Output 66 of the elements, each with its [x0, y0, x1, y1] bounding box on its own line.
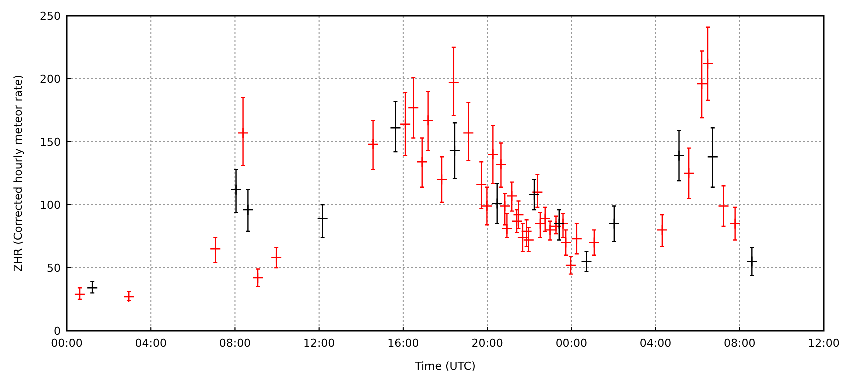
point — [707, 152, 719, 163]
point — [718, 200, 730, 212]
point — [746, 256, 758, 268]
point — [463, 128, 474, 139]
point — [123, 291, 135, 303]
x-tick-label: 08:00 — [219, 337, 252, 350]
point — [368, 138, 379, 150]
x-tick-label: 16:00 — [388, 337, 420, 350]
point — [565, 260, 577, 272]
point — [532, 186, 544, 198]
y-tick-label: 200 — [40, 73, 61, 86]
point — [476, 179, 488, 190]
point — [492, 198, 503, 210]
point — [513, 209, 524, 221]
point — [696, 78, 708, 90]
point — [540, 213, 551, 224]
point — [230, 184, 242, 196]
point — [422, 114, 434, 126]
point — [674, 150, 685, 162]
point — [588, 237, 600, 248]
point — [496, 159, 507, 170]
x-tick-label: 00:00 — [51, 337, 83, 350]
point — [528, 189, 540, 201]
x-tick-label: 08:00 — [724, 337, 756, 350]
point — [448, 77, 460, 88]
point — [400, 118, 412, 130]
x-tick-label: 12:00 — [808, 337, 840, 350]
point — [554, 218, 565, 230]
point — [86, 282, 98, 294]
point — [581, 256, 592, 268]
point — [390, 122, 402, 134]
point — [416, 156, 428, 168]
y-tick-label: 250 — [40, 10, 61, 23]
x-axis-title: Time (UTC) — [414, 360, 476, 373]
point — [242, 204, 254, 216]
x-tick-label: 20:00 — [472, 337, 504, 350]
point — [238, 128, 249, 139]
point — [656, 224, 668, 236]
x-tick-label: 12:00 — [303, 337, 336, 350]
point — [608, 218, 620, 230]
y-axis-title: ZHR (Corrected hourly meteor rate) — [12, 75, 25, 272]
point — [730, 218, 741, 230]
y-tick-label: 50 — [47, 262, 61, 275]
point — [436, 174, 448, 186]
x-tick-label: 04:00 — [640, 337, 672, 350]
point — [210, 244, 222, 255]
point — [499, 200, 511, 212]
y-tick-label: 0 — [54, 325, 61, 338]
point — [449, 145, 461, 156]
point — [560, 237, 572, 248]
point — [74, 288, 86, 300]
y-tick-label: 150 — [40, 136, 61, 149]
point — [683, 168, 695, 180]
point — [252, 272, 264, 284]
y-tick-label: 100 — [40, 199, 61, 212]
point — [571, 233, 583, 245]
point — [702, 58, 714, 70]
point — [534, 218, 546, 230]
point — [270, 252, 282, 264]
point — [502, 223, 513, 235]
point — [408, 102, 420, 114]
x-tick-label: 04:00 — [135, 337, 167, 350]
x-tick-label: 00:00 — [556, 337, 588, 350]
point — [521, 226, 532, 238]
point — [488, 149, 499, 160]
point — [317, 213, 328, 224]
